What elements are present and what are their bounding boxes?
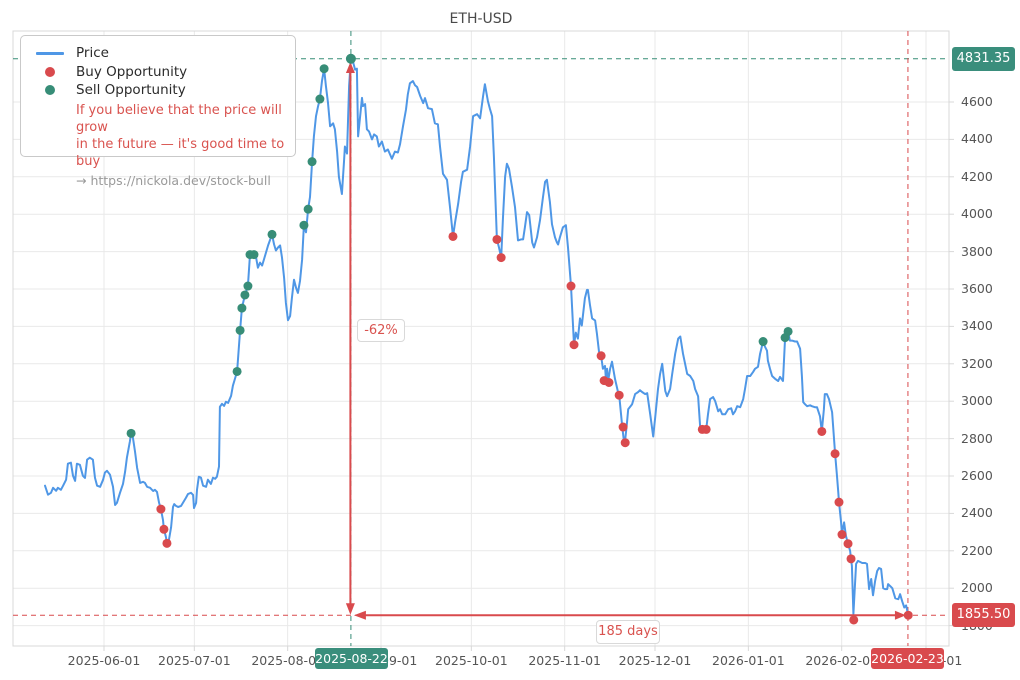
duration-label: 185 days — [596, 620, 660, 644]
y-tick-label: 2400 — [961, 505, 993, 521]
buy-opportunity-point — [159, 524, 169, 534]
buy-opportunity-point — [834, 497, 844, 507]
plot-border — [12, 30, 950, 647]
sell-opportunity-point — [235, 325, 245, 335]
sell-opportunity-point — [267, 229, 277, 239]
legend-note-line1: If you believe that the price will grow — [76, 102, 282, 135]
y-tick-label: 3800 — [961, 243, 993, 259]
buy-opportunity-point — [817, 426, 827, 436]
y-tick-label: 2600 — [961, 468, 993, 483]
drop-percent-label: -62% — [357, 319, 405, 342]
buy-opportunity-point — [566, 281, 576, 291]
page-title: ETH-USD — [449, 11, 513, 27]
y-tick-label: 4000 — [961, 206, 993, 222]
legend-item-sell-opportunity: Sell Opportunity — [29, 81, 285, 100]
y-tick-label: 3400 — [961, 318, 993, 334]
legend-note: If you believe that the price will grow … — [76, 102, 285, 170]
legend: Price Buy Opportunity Sell Opportunity I… — [20, 35, 296, 188]
x-tick-label: 2025-07-01 — [158, 653, 231, 668]
sell-opportunity-point — [303, 204, 313, 214]
legend-item-buy-opportunity: Buy Opportunity — [29, 63, 285, 82]
legend-item-label: Sell Opportunity — [76, 82, 186, 99]
buy-dot-swatch-icon — [45, 66, 55, 77]
price-line — [44, 57, 910, 617]
sell-opportunity-point — [237, 303, 247, 313]
sell-opportunity-point — [243, 281, 253, 291]
sell-opportunity-point — [319, 64, 329, 74]
buy-opportunity-point — [846, 554, 856, 564]
y-tick-label: 4400 — [961, 131, 993, 147]
buy-opportunity-point — [830, 449, 840, 459]
y-tick-label: 4200 — [961, 168, 993, 184]
peak-sell-point — [345, 53, 356, 64]
buy-opportunity-point — [596, 351, 606, 361]
buy-opportunity-point — [604, 378, 614, 387]
legend-item-price: Price — [29, 44, 285, 63]
buy-level-badge: 1855.50 — [952, 603, 1015, 627]
legend-item-label: Price — [76, 45, 109, 62]
sell-level-badge: 4831.35 — [952, 47, 1015, 71]
current-price-point — [903, 610, 913, 620]
x-tick-label: 2025-06-01 — [67, 653, 141, 668]
sell-opportunity-point — [307, 157, 317, 167]
buy-opportunity-point — [492, 234, 502, 244]
drop-arrow-head-down — [345, 603, 355, 615]
buy-opportunity-point — [837, 530, 847, 540]
legend-link[interactable]: → https://nickola.dev/stock-bull — [76, 172, 271, 188]
x-tick-label: 2025-08-01 — [251, 653, 324, 668]
buy-opportunity-point — [496, 253, 506, 263]
sell-opportunity-point — [232, 366, 242, 376]
x-tick-label: 2025-10-01 — [435, 653, 508, 668]
legend-item-label: Buy Opportunity — [76, 63, 188, 80]
buy-opportunity-point — [701, 424, 711, 434]
buy-opportunity-point — [849, 615, 859, 625]
buy-opportunity-point — [620, 438, 630, 448]
buy-opportunity-point — [843, 539, 853, 549]
buy-opportunity-point — [618, 422, 628, 432]
sell-opportunity-point — [249, 250, 259, 260]
sell-opportunity-point — [783, 326, 793, 336]
sell-dot-swatch-icon — [45, 85, 55, 96]
price-line-swatch-icon — [36, 52, 64, 55]
y-tick-label: 2800 — [961, 430, 993, 446]
sell-date-badge: 2025-08-22 — [315, 648, 388, 669]
sell-opportunity-point — [126, 428, 136, 438]
sell-opportunity-point — [315, 94, 325, 104]
y-tick-label: 4600 — [961, 94, 993, 109]
duration-arrow-head-right — [894, 610, 906, 620]
x-tick-label: 2026-02-01 — [805, 653, 879, 668]
y-tick-label: 3200 — [961, 355, 993, 371]
buy-opportunity-point — [614, 390, 624, 400]
duration-arrow-head-left — [353, 610, 366, 620]
sell-opportunity-point — [299, 220, 309, 230]
x-tick-label: 2025-12-01 — [618, 653, 692, 668]
sell-opportunity-point — [758, 337, 768, 347]
buy-opportunity-point — [162, 538, 172, 548]
drop-arrow-head-up — [345, 62, 355, 73]
x-tick-label: 2026-01-01 — [712, 653, 785, 668]
legend-note-line2: in the future — it's good time to buy — [76, 136, 285, 169]
buy-opportunity-point — [569, 340, 579, 350]
sell-opportunity-point — [240, 290, 250, 300]
buy-opportunity-point — [156, 504, 166, 514]
y-tick-label: 2200 — [961, 542, 993, 558]
y-tick-label: 3600 — [961, 281, 993, 296]
buy-opportunity-point — [448, 231, 458, 241]
buy-date-badge: 2026-02-23 — [871, 648, 944, 669]
y-tick-label: 3000 — [961, 393, 993, 409]
y-tick-label: 2000 — [961, 580, 993, 596]
x-tick-label: 2025-11-01 — [528, 653, 601, 668]
